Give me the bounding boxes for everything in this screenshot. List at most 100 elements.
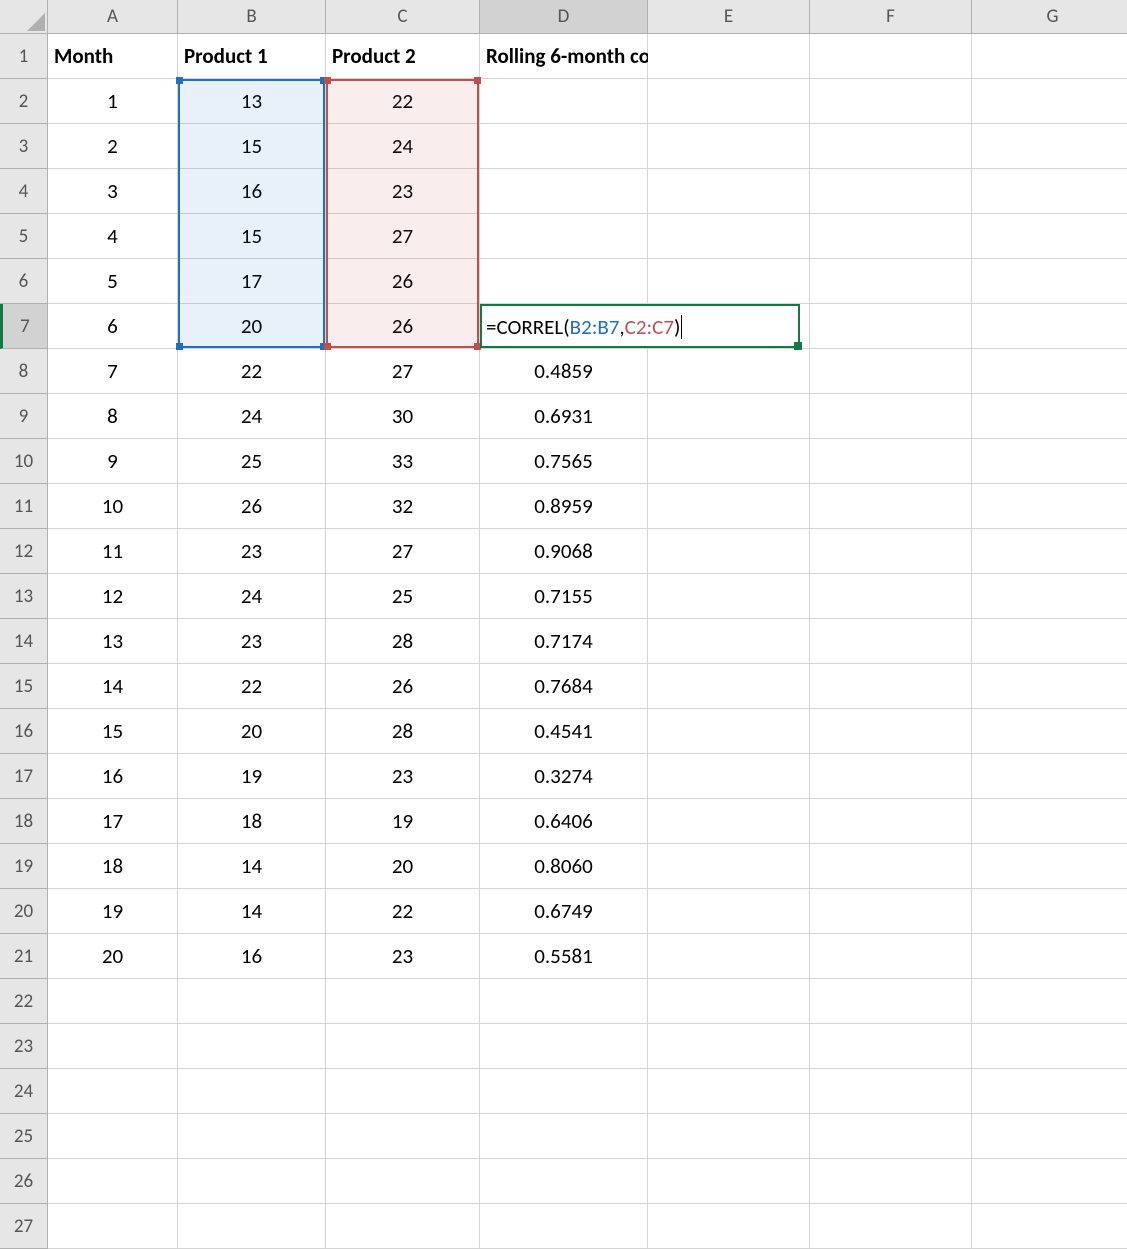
cell-E6[interactable] bbox=[648, 259, 810, 304]
cell-B24[interactable] bbox=[178, 1069, 326, 1114]
cell-E20[interactable] bbox=[648, 889, 810, 934]
row-header-2[interactable]: 2 bbox=[0, 79, 48, 124]
cell-G17[interactable] bbox=[972, 754, 1127, 799]
cell-F9[interactable] bbox=[810, 394, 972, 439]
cell-A17[interactable]: 16 bbox=[48, 754, 178, 799]
cell-C6[interactable]: 26 bbox=[326, 259, 480, 304]
cell-E15[interactable] bbox=[648, 664, 810, 709]
column-header-B[interactable]: B bbox=[178, 0, 326, 34]
cell-G15[interactable] bbox=[972, 664, 1127, 709]
cell-B9[interactable]: 24 bbox=[178, 394, 326, 439]
cell-A2[interactable]: 1 bbox=[48, 79, 178, 124]
cell-A7[interactable]: 6 bbox=[48, 304, 178, 349]
cell-B6[interactable]: 17 bbox=[178, 259, 326, 304]
cell-A8[interactable]: 7 bbox=[48, 349, 178, 394]
cell-F21[interactable] bbox=[810, 934, 972, 979]
cell-B22[interactable] bbox=[178, 979, 326, 1024]
cell-D23[interactable] bbox=[480, 1024, 648, 1069]
cell-F14[interactable] bbox=[810, 619, 972, 664]
cell-A6[interactable]: 5 bbox=[48, 259, 178, 304]
cell-E4[interactable] bbox=[648, 169, 810, 214]
cell-E23[interactable] bbox=[648, 1024, 810, 1069]
cell-F18[interactable] bbox=[810, 799, 972, 844]
cell-E27[interactable] bbox=[648, 1204, 810, 1249]
cell-C1[interactable]: Product 2 bbox=[326, 34, 480, 79]
cell-F8[interactable] bbox=[810, 349, 972, 394]
cell-D14[interactable]: 0.7174 bbox=[480, 619, 648, 664]
cell-E2[interactable] bbox=[648, 79, 810, 124]
row-header-26[interactable]: 26 bbox=[0, 1159, 48, 1204]
row-header-22[interactable]: 22 bbox=[0, 979, 48, 1024]
cell-A27[interactable] bbox=[48, 1204, 178, 1249]
cell-G24[interactable] bbox=[972, 1069, 1127, 1114]
row-header-21[interactable]: 21 bbox=[0, 934, 48, 979]
cell-F2[interactable] bbox=[810, 79, 972, 124]
cell-G2[interactable] bbox=[972, 79, 1127, 124]
cell-G19[interactable] bbox=[972, 844, 1127, 889]
row-header-1[interactable]: 1 bbox=[0, 34, 48, 79]
cell-G11[interactable] bbox=[972, 484, 1127, 529]
cell-G8[interactable] bbox=[972, 349, 1127, 394]
cell-B12[interactable]: 23 bbox=[178, 529, 326, 574]
cell-G26[interactable] bbox=[972, 1159, 1127, 1204]
cell-B17[interactable]: 19 bbox=[178, 754, 326, 799]
cell-C17[interactable]: 23 bbox=[326, 754, 480, 799]
row-header-20[interactable]: 20 bbox=[0, 889, 48, 934]
cell-D27[interactable] bbox=[480, 1204, 648, 1249]
cell-D20[interactable]: 0.6749 bbox=[480, 889, 648, 934]
cell-B11[interactable]: 26 bbox=[178, 484, 326, 529]
cell-D12[interactable]: 0.9068 bbox=[480, 529, 648, 574]
cell-G20[interactable] bbox=[972, 889, 1127, 934]
cell-G12[interactable] bbox=[972, 529, 1127, 574]
cell-F17[interactable] bbox=[810, 754, 972, 799]
row-header-10[interactable]: 10 bbox=[0, 439, 48, 484]
cell-G5[interactable] bbox=[972, 214, 1127, 259]
cell-D22[interactable] bbox=[480, 979, 648, 1024]
cell-D13[interactable]: 0.7155 bbox=[480, 574, 648, 619]
cell-A12[interactable]: 11 bbox=[48, 529, 178, 574]
cell-B16[interactable]: 20 bbox=[178, 709, 326, 754]
cell-D16[interactable]: 0.4541 bbox=[480, 709, 648, 754]
cell-C9[interactable]: 30 bbox=[326, 394, 480, 439]
cell-E19[interactable] bbox=[648, 844, 810, 889]
cell-E22[interactable] bbox=[648, 979, 810, 1024]
cell-D26[interactable] bbox=[480, 1159, 648, 1204]
cell-E25[interactable] bbox=[648, 1114, 810, 1159]
cell-E21[interactable] bbox=[648, 934, 810, 979]
cell-A18[interactable]: 17 bbox=[48, 799, 178, 844]
row-header-4[interactable]: 4 bbox=[0, 169, 48, 214]
cell-A10[interactable]: 9 bbox=[48, 439, 178, 484]
cell-B23[interactable] bbox=[178, 1024, 326, 1069]
cell-E3[interactable] bbox=[648, 124, 810, 169]
spreadsheet-grid[interactable]: ABCDEFG1MonthProduct 1Product 2Rolling 6… bbox=[0, 0, 1127, 1249]
cell-B5[interactable]: 15 bbox=[178, 214, 326, 259]
cell-A23[interactable] bbox=[48, 1024, 178, 1069]
cell-C22[interactable] bbox=[326, 979, 480, 1024]
cell-D17[interactable]: 0.3274 bbox=[480, 754, 648, 799]
cell-D3[interactable] bbox=[480, 124, 648, 169]
cell-B1[interactable]: Product 1 bbox=[178, 34, 326, 79]
cell-G1[interactable] bbox=[972, 34, 1127, 79]
cell-C5[interactable]: 27 bbox=[326, 214, 480, 259]
cell-D2[interactable] bbox=[480, 79, 648, 124]
cell-E12[interactable] bbox=[648, 529, 810, 574]
cell-G16[interactable] bbox=[972, 709, 1127, 754]
row-header-27[interactable]: 27 bbox=[0, 1204, 48, 1249]
row-header-23[interactable]: 23 bbox=[0, 1024, 48, 1069]
cell-F6[interactable] bbox=[810, 259, 972, 304]
cell-G25[interactable] bbox=[972, 1114, 1127, 1159]
cell-D19[interactable]: 0.8060 bbox=[480, 844, 648, 889]
cell-C23[interactable] bbox=[326, 1024, 480, 1069]
cell-F3[interactable] bbox=[810, 124, 972, 169]
cell-C13[interactable]: 25 bbox=[326, 574, 480, 619]
cell-C25[interactable] bbox=[326, 1114, 480, 1159]
row-header-19[interactable]: 19 bbox=[0, 844, 48, 889]
cell-C10[interactable]: 33 bbox=[326, 439, 480, 484]
cell-F24[interactable] bbox=[810, 1069, 972, 1114]
cell-C12[interactable]: 27 bbox=[326, 529, 480, 574]
cell-E9[interactable] bbox=[648, 394, 810, 439]
cell-E1[interactable] bbox=[648, 34, 810, 79]
column-header-F[interactable]: F bbox=[810, 0, 972, 34]
cell-A14[interactable]: 13 bbox=[48, 619, 178, 664]
cell-D18[interactable]: 0.6406 bbox=[480, 799, 648, 844]
